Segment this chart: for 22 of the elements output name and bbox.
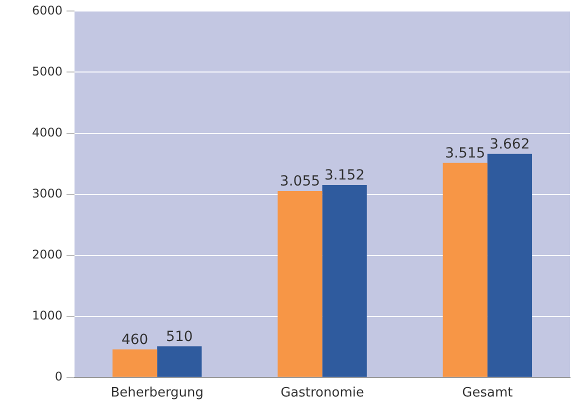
y-tick-label: 0 xyxy=(54,370,63,384)
y-tick-label: 5000 xyxy=(32,64,63,78)
x-tick-label: Beherbergung xyxy=(110,386,204,401)
y-tick-label: 2000 xyxy=(32,247,63,262)
data-label: 3.662 xyxy=(490,136,530,153)
data-label: 3.515 xyxy=(445,146,486,162)
bar xyxy=(487,154,532,377)
y-tick-label: 1000 xyxy=(32,308,63,322)
data-label: 460 xyxy=(121,332,148,348)
bar xyxy=(322,185,367,377)
x-tick-label: Gesamt xyxy=(462,386,513,401)
y-tick-label: 3000 xyxy=(32,186,63,200)
y-tick-label: 6000 xyxy=(32,3,63,18)
bar xyxy=(112,349,158,377)
data-label: 510 xyxy=(166,328,193,345)
y-tick-label: 4000 xyxy=(32,125,63,140)
bar xyxy=(278,190,322,377)
data-label: 3.055 xyxy=(280,174,320,190)
data-label: 3.152 xyxy=(324,168,365,184)
bar xyxy=(442,162,488,377)
x-tick-label: Gastronomie xyxy=(280,386,364,401)
bar xyxy=(157,346,202,377)
